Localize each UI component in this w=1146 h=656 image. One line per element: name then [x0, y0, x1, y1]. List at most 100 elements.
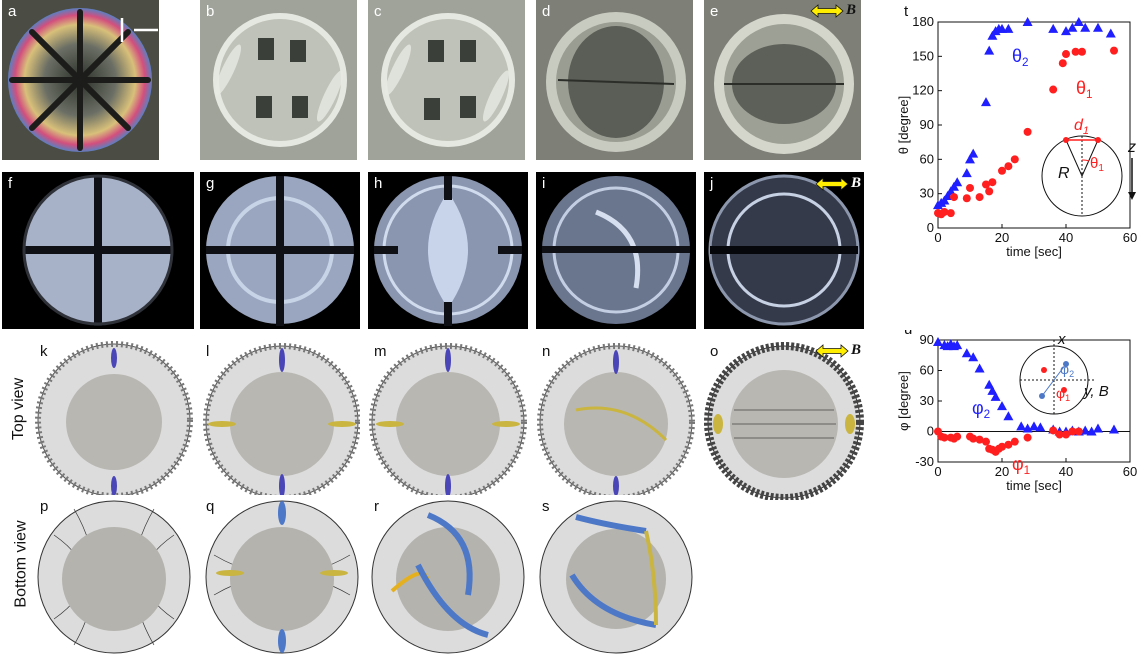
data-point-φ1: [953, 432, 962, 441]
data-point-φ1: [1068, 427, 1077, 436]
field-symbol-row3: B: [851, 342, 862, 358]
panel-label-l: l: [206, 343, 210, 360]
data-point-θ1: [1071, 47, 1080, 56]
panel-c-micrograph: c: [368, 0, 525, 160]
data-point-φ2: [1035, 422, 1046, 432]
panel-label-u: u: [904, 330, 912, 338]
data-point-θ2: [1093, 22, 1103, 32]
panel-k-top-view: k: [34, 340, 194, 500]
data-point-θ1: [1023, 127, 1032, 136]
data-point-θ2: [1061, 26, 1071, 36]
data-point-φ1: [1004, 440, 1013, 449]
data-point-θ2: [1067, 22, 1078, 32]
panel-r-bottom-view: r: [368, 495, 528, 655]
inset-radius-line: [1081, 139, 1099, 177]
panel-label-n: n: [542, 343, 551, 360]
y-tick-label: 60: [920, 151, 934, 166]
data-point-φ1: [1010, 437, 1019, 446]
data-point-θ2: [1022, 17, 1033, 26]
inset-angle-arc: [1081, 159, 1090, 162]
y-tick-label: 0: [927, 220, 934, 235]
panel-q-bottom-view: q: [200, 495, 360, 655]
panel-o-top-view: o: [704, 340, 864, 500]
data-point-θ1: [1110, 46, 1118, 55]
x-tick-label: 20: [995, 464, 1009, 479]
x-tick-label: 0: [934, 230, 941, 245]
data-point-φ1: [1062, 430, 1070, 439]
data-point-φ2: [997, 401, 1007, 411]
y-tick-label: 60: [920, 363, 934, 378]
panel-label-e: e: [710, 3, 719, 20]
data-point-θ1: [975, 193, 984, 202]
field-symbol-row1: B: [846, 2, 857, 18]
series-label-φ1: φ1: [1012, 454, 1030, 477]
render-k: [34, 340, 194, 500]
inset-defect-point: [1095, 137, 1101, 143]
panel-label-k: k: [40, 343, 48, 360]
simulated-texture-j: [704, 172, 864, 329]
panel-a-micrograph: a: [2, 0, 159, 160]
panel-n-top-view: n: [536, 340, 696, 500]
row-label-bottom-view: Bottom view: [12, 520, 30, 608]
series-label-φ2: φ2: [972, 398, 990, 421]
panel-f-simulation: f: [2, 172, 194, 329]
y-tick-label: 120: [912, 83, 934, 98]
panel-h-simulation: h: [368, 172, 528, 329]
panel-label-i: i: [542, 175, 546, 192]
data-point-θ1: [988, 178, 997, 187]
theta-vs-time-chart: 0 20 40 60 0 30 60 90 120 150 180 time [sec] θ [degr…: [896, 3, 1137, 259]
data-point-φ2: [1086, 426, 1097, 436]
panel-label-c: c: [374, 3, 382, 20]
inset-z-arrowhead: [1128, 192, 1136, 200]
data-point-θ1: [982, 180, 990, 189]
panel-s-bottom-view: s: [536, 495, 696, 655]
data-point-φ2: [1029, 421, 1039, 431]
panel-j-simulation: j: [704, 172, 864, 329]
data-point-φ2: [1109, 424, 1119, 434]
x-axis-label: time [sec]: [1006, 244, 1062, 259]
inset-yb-label: y, B: [1083, 383, 1109, 400]
data-point-φ1: [975, 435, 984, 444]
panel-label-m: m: [374, 343, 387, 360]
inset-red-point: [1041, 367, 1047, 373]
droplet-c-image: [368, 0, 525, 160]
panel-d-micrograph: d: [536, 0, 693, 160]
render-q: [200, 495, 360, 655]
data-point-θ1: [998, 166, 1006, 175]
data-point-θ2: [939, 195, 950, 205]
panel-p-bottom-view: p: [34, 495, 194, 655]
data-point-θ2: [997, 23, 1007, 33]
data-point-φ2: [987, 385, 998, 395]
data-point-θ2: [1105, 28, 1116, 38]
data-point-θ2: [981, 97, 991, 107]
data-point-φ1: [1049, 426, 1058, 435]
y-tick-label: 150: [912, 48, 934, 63]
panel-b-micrograph: b: [200, 0, 357, 160]
droplet-e-image: [704, 0, 861, 160]
render-l: [200, 340, 360, 500]
data-point-φ2: [961, 348, 972, 358]
panel-l-top-view: l: [200, 340, 360, 500]
simulated-texture-i: [536, 172, 696, 329]
render-m: [368, 340, 528, 500]
data-point-φ2: [1003, 411, 1014, 421]
inset-red-point: [1061, 387, 1067, 393]
data-point-θ2: [961, 168, 972, 178]
panel-label-g: g: [206, 175, 215, 192]
simulated-texture-f: [2, 172, 194, 329]
panel-label-q: q: [206, 498, 215, 515]
row-label-top-view: Top view: [10, 377, 28, 441]
data-point-θ1: [1010, 155, 1019, 164]
data-point-θ2: [1080, 22, 1091, 32]
data-point-φ1: [1074, 427, 1083, 436]
data-point-φ2: [1016, 421, 1027, 431]
simulated-texture-h: [368, 172, 528, 329]
simulated-texture-g: [200, 172, 360, 329]
panel-label-f: f: [8, 175, 13, 192]
data-point-φ2: [984, 379, 995, 389]
data-point-φ1: [982, 437, 990, 446]
y-tick-label: 90: [920, 332, 934, 347]
data-point-φ1: [969, 434, 978, 443]
